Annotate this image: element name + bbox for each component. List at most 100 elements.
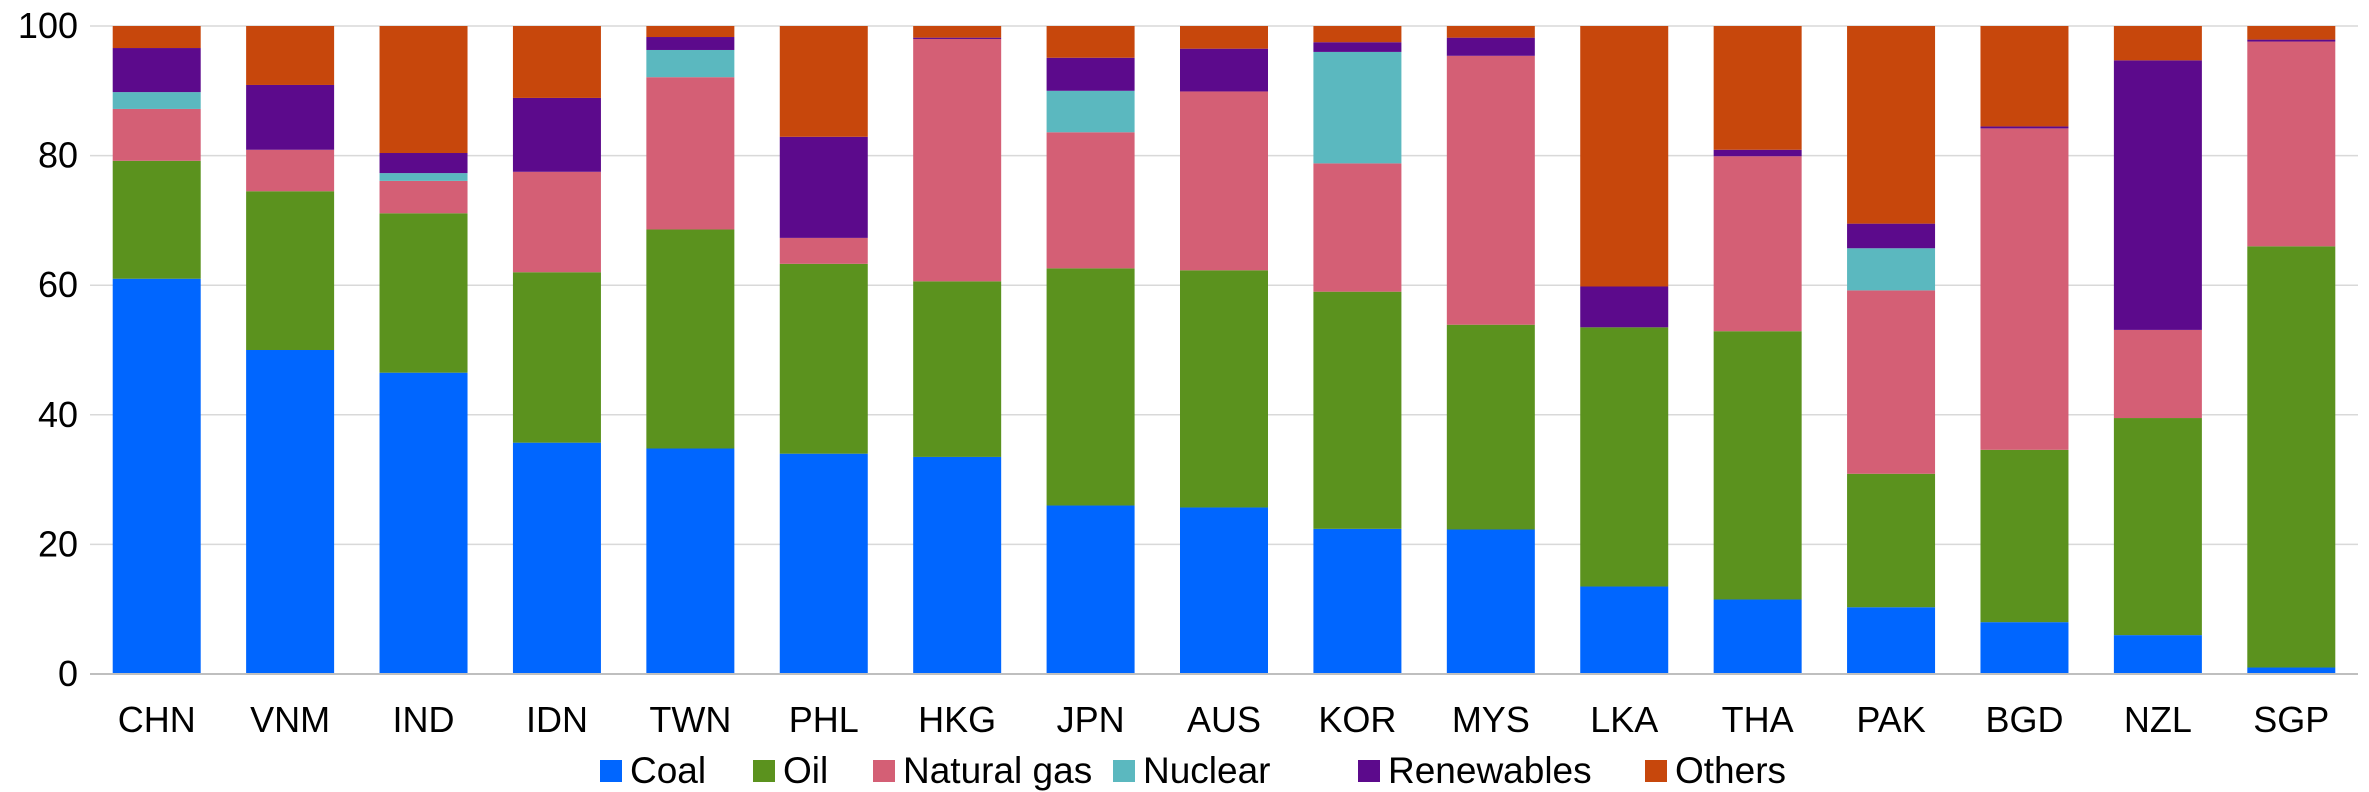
legend-swatch (1645, 760, 1667, 782)
bar-segment-nuclear-chn (112, 92, 201, 109)
bar-segment-oil-pak (1847, 473, 1936, 608)
x-axis-tick-labels: CHN VNM IND IDN TWN PHL HKG JPN AUS KOR MYS LKA THA P… (118, 699, 2330, 740)
bar-segment-oil-aus (1180, 270, 1268, 508)
bar-segment-renewables-vnm (246, 84, 335, 150)
legend-label: Nuclear (1143, 750, 1271, 791)
bar-segment-renewables-twn (646, 37, 735, 50)
legend-swatch (600, 760, 622, 782)
bar-segment-oil-tha (1713, 331, 1802, 600)
bar-segment-coal-twn (646, 448, 735, 674)
legend-swatch (1358, 760, 1380, 782)
y-tick-label: 80 (38, 135, 78, 176)
bar-segment-natural-gas-phl (779, 237, 868, 264)
x-tick-label: THA (1722, 699, 1794, 740)
bar-segment-others-kor (1313, 26, 1402, 43)
bar-segment-others-ind (379, 26, 468, 154)
bar-segment-others-lka (1580, 26, 1669, 287)
legend-swatch (873, 760, 895, 782)
bar-segment-others-tha (1713, 26, 1802, 150)
bar-segment-nuclear-ind (379, 173, 468, 181)
y-axis-tick-labels: 0 20 40 60 80 100 (18, 5, 78, 694)
legend-label: Natural gas (903, 750, 1092, 791)
bar-segment-natural-gas-tha (1713, 156, 1802, 332)
bar-segment-coal-kor (1313, 528, 1402, 674)
bar-segment-coal-nzl (2113, 635, 2202, 674)
x-tick-label: AUS (1187, 699, 1261, 740)
bar-segment-natural-gas-aus (1180, 91, 1268, 271)
bar-segment-natural-gas-twn (646, 77, 735, 230)
bar-segment-natural-gas-jpn (1046, 132, 1135, 269)
x-tick-label: BGD (1985, 699, 2063, 740)
bar-segment-oil-phl (779, 263, 868, 454)
bar-segment-renewables-bgd (1980, 126, 2069, 129)
bar-segment-others-phl (779, 26, 868, 137)
bar-segment-natural-gas-kor (1313, 163, 1402, 292)
bar-segment-natural-gas-mys (1446, 55, 1535, 325)
legend-item-renewables: Renewables (1358, 750, 1592, 791)
bar-segment-renewables-tha (1713, 149, 1802, 157)
bar-segment-others-jpn (1046, 26, 1135, 58)
bar-segment-coal-idn (512, 442, 601, 674)
bar-segment-nuclear-jpn (1046, 90, 1135, 133)
bar-segment-others-sgp (2247, 26, 2336, 40)
y-tick-label: 100 (18, 5, 78, 46)
x-tick-label: CHN (118, 699, 196, 740)
bar-segment-others-aus (1180, 26, 1268, 49)
bar-segment-oil-twn (646, 229, 735, 449)
legend-item-natural-gas: Natural gas (873, 750, 1092, 791)
bar-segment-renewables-pak (1847, 223, 1936, 249)
x-tick-label: JPN (1057, 699, 1125, 740)
x-tick-label: MYS (1452, 699, 1530, 740)
bar-segment-renewables-jpn (1046, 57, 1135, 91)
bar-segment-renewables-lka (1580, 286, 1669, 328)
bar-segment-renewables-aus (1180, 48, 1268, 92)
bar-segment-natural-gas-hkg (913, 38, 1002, 282)
bar-segment-others-nzl (2113, 26, 2202, 61)
legend-item-others: Others (1645, 750, 1786, 791)
bar-segment-oil-sgp (2247, 246, 2336, 668)
bar-segment-natural-gas-ind (379, 180, 468, 214)
legend-label: Oil (783, 750, 828, 791)
bar-segment-oil-kor (1313, 291, 1402, 529)
bar-segment-natural-gas-sgp (2247, 41, 2336, 247)
bar-segment-natural-gas-chn (112, 108, 201, 161)
bar-segment-coal-tha (1713, 599, 1802, 674)
bar-segment-oil-vnm (246, 191, 335, 350)
bar-segment-renewables-ind (379, 153, 468, 174)
bar-segment-renewables-idn (512, 97, 601, 172)
x-tick-label: SGP (2253, 699, 2329, 740)
bar-segment-oil-chn (112, 160, 201, 279)
bars (112, 26, 2336, 674)
x-tick-label: KOR (1318, 699, 1396, 740)
bar-segment-coal-vnm (246, 350, 335, 674)
bar-segment-natural-gas-bgd (1980, 128, 2069, 450)
x-tick-label: HKG (918, 699, 996, 740)
bar-segment-natural-gas-vnm (246, 149, 335, 192)
bar-segment-oil-lka (1580, 327, 1669, 587)
bar-segment-coal-hkg (913, 456, 1002, 674)
bar-segment-others-chn (112, 26, 201, 49)
bar-segment-oil-hkg (913, 281, 1002, 457)
bar-segment-coal-chn (112, 278, 201, 674)
bar-segment-renewables-sgp (2247, 39, 2336, 42)
bar-segment-coal-phl (779, 453, 868, 674)
bar-segment-coal-jpn (1046, 505, 1135, 674)
bar-segment-nuclear-twn (646, 49, 735, 78)
bar-segment-renewables-chn (112, 48, 201, 93)
legend-label: Coal (630, 750, 706, 791)
y-tick-label: 60 (38, 264, 78, 305)
x-tick-label: IND (393, 699, 455, 740)
bar-segment-others-twn (646, 26, 735, 38)
legend-label: Others (1675, 750, 1786, 791)
y-tick-label: 40 (38, 394, 78, 435)
x-tick-label: PAK (1856, 699, 1925, 740)
bar-segment-oil-jpn (1046, 268, 1135, 506)
y-tick-label: 20 (38, 523, 78, 564)
bar-segment-others-pak (1847, 26, 1936, 224)
bar-segment-others-mys (1446, 26, 1535, 38)
bar-segment-oil-ind (379, 213, 468, 373)
bar-segment-coal-bgd (1980, 622, 2069, 674)
bar-segment-oil-idn (512, 272, 601, 443)
x-tick-label: PHL (789, 699, 859, 740)
bar-segment-others-bgd (1980, 26, 2069, 127)
